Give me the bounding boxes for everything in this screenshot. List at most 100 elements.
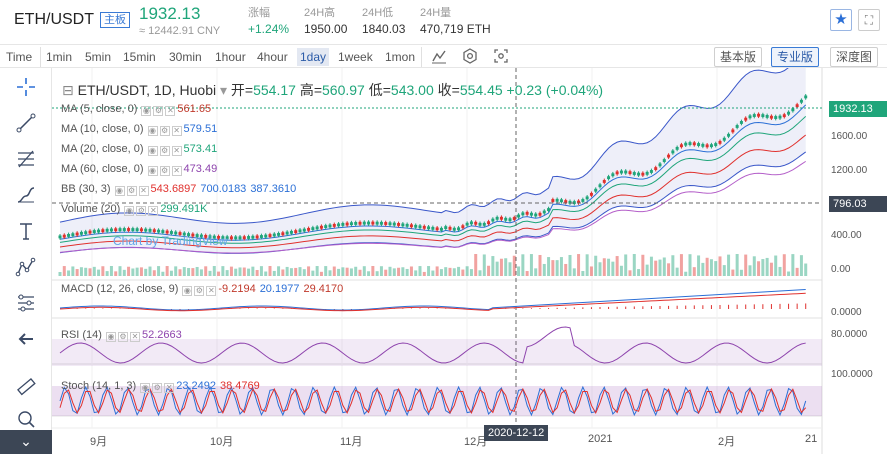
volume-bar (92, 266, 96, 276)
candle (474, 221, 478, 225)
interval-1min[interactable]: 1min (46, 50, 73, 64)
study-legend[interactable]: MA (60, close, 0) ◉ ⚙ ✕ 473.49 (61, 163, 218, 176)
interval-5min[interactable]: 5min (85, 50, 112, 64)
volume-bar (328, 270, 332, 276)
collapse-icon[interactable]: ⊟ (62, 82, 78, 98)
x-tick: 10月 (210, 436, 234, 448)
last-price-label: 1932.13 (829, 101, 887, 117)
candle (67, 233, 71, 237)
volume-bar (307, 266, 311, 276)
volume-bar (499, 258, 503, 276)
volume-bar (349, 268, 353, 276)
ruler-tool-icon[interactable] (10, 376, 42, 404)
candle (667, 154, 671, 158)
candle (538, 212, 542, 216)
candle (349, 222, 353, 226)
study-legend[interactable]: MA (10, close, 0) ◉ ⚙ ✕ 579.51 (61, 123, 218, 136)
volume-bar (131, 268, 135, 276)
volume-bar (302, 269, 306, 276)
volume-bar (165, 266, 169, 276)
candle (628, 171, 632, 175)
study-legend[interactable]: MA (20, close, 0) ◉ ⚙ ✕ 573.41 (61, 143, 218, 156)
candle (688, 142, 692, 145)
interval-30min[interactable]: 30min (169, 50, 202, 64)
indicator-icon[interactable] (430, 48, 448, 66)
volume-bar (169, 270, 173, 276)
trend-line-tool-icon[interactable] (10, 112, 42, 140)
interval-1week[interactable]: 1week (338, 50, 373, 64)
interval-toolbar: Time 1min 5min 15min 30min 1hour 4hour 1… (0, 44, 887, 68)
volume-bar (84, 267, 88, 276)
stoch-tick: 100.0000 (831, 369, 873, 380)
interval-15min[interactable]: 15min (123, 50, 156, 64)
study-legend[interactable]: Volume (20) ◉ ⚙ ✕ 299.491K (61, 203, 208, 216)
candle (311, 227, 315, 231)
candle (448, 226, 452, 230)
volume-bar (688, 254, 692, 276)
volume-bar (714, 261, 718, 276)
candle (512, 217, 516, 220)
volume-bar (487, 265, 491, 276)
zoom-tool-icon[interactable] (10, 408, 42, 436)
candle (465, 222, 469, 226)
volume-bar (457, 266, 461, 276)
volume-bar (551, 260, 555, 276)
volume-bar (277, 266, 281, 276)
fullscreen-icon[interactable]: ⛶ (858, 9, 880, 31)
rsi-legend[interactable]: RSI (14) ◉ ⚙ ✕ 52.2663 (61, 329, 182, 342)
prediction-tool-icon[interactable] (10, 292, 42, 320)
macd-legend[interactable]: MACD (12, 26, close, 9) ◉ ⚙ ✕ -9.2194 20.1977… (61, 283, 344, 296)
candle (457, 227, 461, 231)
volume-bar (589, 266, 593, 276)
candle (58, 235, 62, 239)
candle (204, 234, 208, 238)
candle (482, 222, 486, 226)
volume-bar (649, 256, 653, 276)
view-pro-button[interactable]: 专业版 (771, 47, 820, 67)
symbol-title[interactable]: ETH/USDT (14, 11, 94, 28)
candle (461, 225, 465, 229)
candle (675, 146, 679, 150)
candle (769, 115, 773, 119)
low-value: 543.00 (390, 82, 434, 98)
fib-tool-icon[interactable] (10, 148, 42, 176)
change-value: +0.23 (+0.04%) (506, 82, 604, 98)
view-basic-button[interactable]: 基本版 (714, 47, 763, 67)
volume-bar (671, 255, 675, 276)
volume-bar (782, 254, 786, 276)
candle (165, 230, 169, 234)
candle (371, 221, 375, 225)
text-tool-icon[interactable] (10, 220, 42, 248)
pattern-tool-icon[interactable] (10, 256, 42, 284)
candle (84, 231, 88, 235)
favorite-star-icon[interactable]: ★ (830, 9, 852, 31)
brush-tool-icon[interactable] (10, 184, 42, 212)
interval-time[interactable]: Time (6, 50, 33, 64)
candle (118, 228, 122, 232)
candle (259, 235, 263, 238)
study-legend[interactable]: MA (5, close, 0) ◉ ⚙ ✕ 561.65 (61, 103, 212, 116)
interval-4hour[interactable]: 4hour (257, 50, 288, 64)
candle (234, 236, 238, 240)
volume-bar (787, 271, 791, 276)
settings-icon[interactable] (461, 48, 479, 66)
candle (787, 111, 791, 115)
interval-1hour[interactable]: 1hour (215, 50, 246, 64)
candle (701, 143, 705, 147)
price-chart[interactable] (52, 68, 887, 454)
volume-bar (504, 258, 508, 276)
back-arrow-icon[interactable] (10, 328, 42, 356)
view-depth-button[interactable]: 深度图 (830, 47, 879, 67)
candle (212, 235, 216, 239)
interval-1mon[interactable]: 1mon (385, 50, 416, 64)
crosshair-tool-icon[interactable] (10, 76, 42, 104)
stoch-legend[interactable]: Stoch (14, 1, 3) ◉ ⚙ ✕ 23.2492 38.4769 (61, 380, 260, 393)
board-tag: 主板 (100, 12, 130, 28)
study-legend[interactable]: BB (30, 3) ◉ ⚙ ✕ 543.6897 700.0183 387.3610 (61, 183, 297, 196)
screenshot-icon[interactable] (492, 48, 510, 66)
interval-1day[interactable]: 1day (297, 48, 330, 66)
stat-high: 24H高 1950.00 (304, 7, 348, 36)
open-value: 554.17 (253, 82, 296, 98)
volume-bar (178, 269, 182, 276)
expand-tools-icon[interactable]: ⌄ (0, 430, 52, 454)
